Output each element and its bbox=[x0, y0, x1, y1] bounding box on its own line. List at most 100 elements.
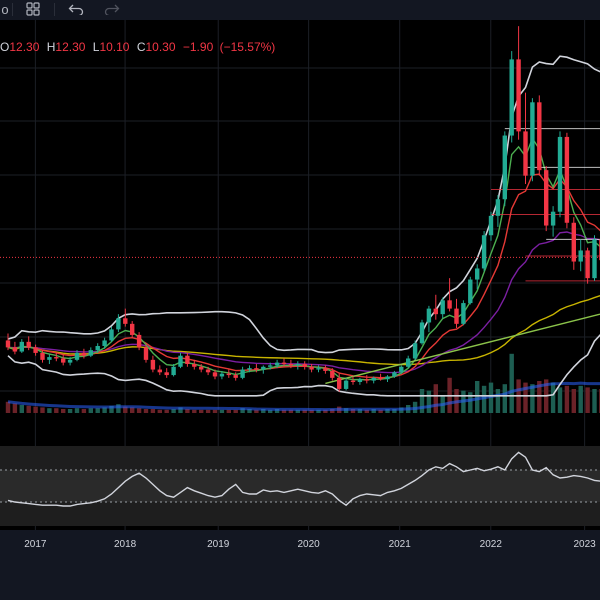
candle-body bbox=[81, 352, 87, 356]
candle-body bbox=[378, 377, 383, 380]
candle-body bbox=[247, 368, 252, 370]
volume-bar bbox=[254, 409, 259, 413]
candle-body bbox=[171, 366, 176, 376]
candle-body bbox=[40, 352, 45, 360]
candle-body bbox=[274, 362, 280, 366]
candle-body bbox=[47, 357, 52, 360]
volume-bar bbox=[523, 382, 528, 413]
candle-body bbox=[357, 379, 363, 382]
volume-bar bbox=[226, 409, 231, 413]
candle-body bbox=[516, 59, 521, 132]
volume-bar bbox=[123, 406, 128, 413]
candle-body bbox=[585, 250, 590, 279]
volume-bar bbox=[481, 385, 487, 413]
candle-body bbox=[74, 352, 80, 360]
grid-icon[interactable] bbox=[24, 1, 42, 17]
toolbar-separator bbox=[12, 3, 13, 16]
candle-body bbox=[337, 377, 342, 389]
volume-bar bbox=[295, 409, 300, 413]
candle-body bbox=[19, 341, 24, 352]
volume-bar bbox=[150, 409, 156, 413]
candle-body bbox=[164, 372, 169, 376]
volume-average-line bbox=[7, 381, 600, 412]
candle-body bbox=[323, 368, 328, 371]
volume-bar bbox=[40, 407, 45, 413]
candle-body bbox=[440, 300, 445, 315]
volume-bar bbox=[309, 409, 314, 413]
candle-body bbox=[109, 329, 114, 341]
candle-body bbox=[309, 366, 314, 370]
volume-bar bbox=[419, 389, 425, 413]
volume-bar bbox=[67, 409, 73, 413]
candle-body bbox=[33, 347, 38, 353]
candle-body bbox=[592, 239, 597, 279]
candle-body bbox=[406, 358, 411, 367]
candle-body bbox=[392, 372, 397, 377]
volume-bar bbox=[178, 407, 183, 413]
volume-bar bbox=[192, 409, 197, 413]
volume-bar bbox=[54, 408, 59, 413]
candle-body bbox=[205, 369, 211, 373]
bollinger-lower-line bbox=[7, 333, 600, 397]
candle-body bbox=[136, 334, 142, 348]
close-label: C bbox=[136, 40, 146, 54]
candle-body bbox=[523, 131, 528, 176]
volume-bar bbox=[199, 409, 204, 413]
volume-bar bbox=[274, 409, 280, 413]
close-value: 10.30 bbox=[145, 40, 176, 54]
candle-body bbox=[350, 380, 356, 382]
candle-body bbox=[564, 136, 570, 223]
volume-bar bbox=[12, 403, 18, 413]
year-tick-label: 2021 bbox=[389, 539, 412, 550]
candle-body bbox=[261, 366, 266, 370]
volume-bar bbox=[143, 409, 149, 413]
volume-bar bbox=[130, 407, 135, 413]
volume-bar bbox=[350, 409, 356, 413]
volume-bar bbox=[219, 409, 225, 413]
year-tick-label: 2020 bbox=[297, 539, 320, 550]
candle-body bbox=[199, 366, 204, 370]
candle-body bbox=[178, 355, 183, 367]
candle-body bbox=[385, 376, 390, 380]
year-tick-label: 2019 bbox=[207, 539, 230, 550]
moving-average-yellow-line bbox=[7, 295, 600, 366]
volume-bar bbox=[95, 408, 100, 413]
volume-bar bbox=[116, 404, 121, 413]
candle-body bbox=[288, 364, 294, 366]
volume-bar bbox=[323, 409, 328, 413]
volume-bar bbox=[74, 408, 80, 413]
candle-body bbox=[447, 300, 452, 309]
volume-bar bbox=[475, 381, 480, 413]
volume-bar bbox=[495, 389, 501, 413]
candle-body bbox=[123, 318, 128, 324]
volume-bar bbox=[433, 384, 438, 413]
volume-bar bbox=[357, 409, 363, 413]
high-label: H bbox=[46, 40, 56, 54]
candle-body bbox=[495, 199, 501, 216]
volume-bar bbox=[61, 409, 66, 413]
candle-body bbox=[571, 222, 576, 262]
volume-bar bbox=[26, 405, 31, 413]
candle-body bbox=[102, 340, 107, 346]
toolbar-cut-text[interactable]: o bbox=[1, 1, 9, 17]
volume-bar bbox=[81, 409, 87, 413]
low-value: 10.10 bbox=[99, 40, 130, 54]
candle-body bbox=[461, 303, 466, 324]
redo-icon[interactable] bbox=[102, 1, 122, 17]
candle-body bbox=[550, 211, 556, 226]
candle-body bbox=[12, 347, 18, 352]
candle-body bbox=[67, 359, 73, 363]
volume-bar bbox=[592, 389, 597, 413]
volume-bar bbox=[164, 409, 169, 413]
candle-body bbox=[116, 318, 121, 330]
volume-bar bbox=[302, 409, 307, 413]
candle-body bbox=[226, 373, 231, 376]
candle-body bbox=[502, 135, 507, 200]
volume-bar bbox=[509, 353, 514, 413]
candle-body bbox=[254, 368, 259, 370]
undo-icon[interactable] bbox=[66, 1, 86, 17]
candle-body bbox=[150, 359, 156, 370]
volume-bar bbox=[468, 392, 473, 413]
candle-body bbox=[233, 375, 238, 378]
